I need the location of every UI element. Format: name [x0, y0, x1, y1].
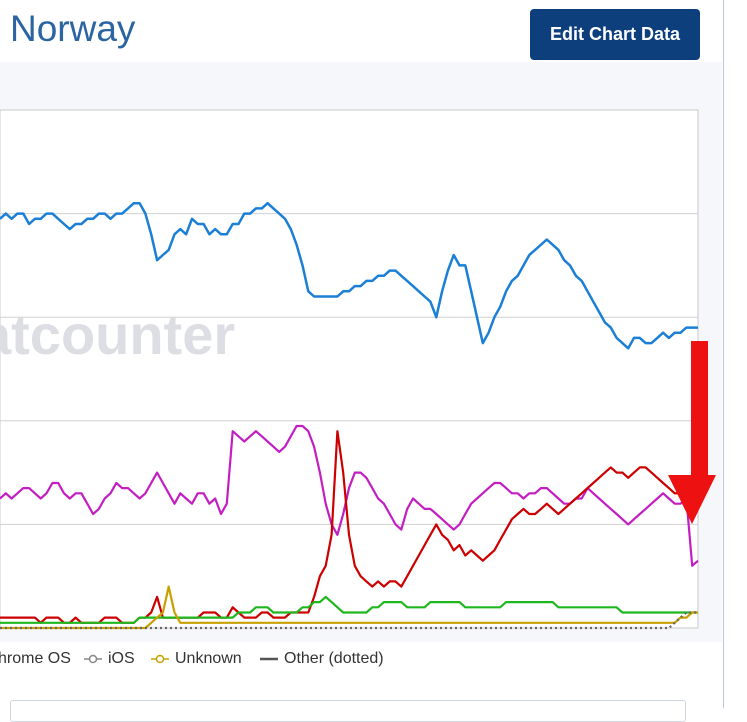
legend-item-chrome-os[interactable]: hrome OS — [0, 650, 71, 668]
circle-marker-icon — [84, 654, 102, 664]
page-title: Norway — [10, 8, 136, 49]
legend-label: hrome OS — [0, 650, 71, 667]
series-layer — [0, 201, 699, 630]
sidebar-divider — [723, 0, 724, 708]
arrow-shaft — [691, 341, 708, 481]
legend-item-unknown[interactable]: Unknown — [151, 650, 242, 668]
chart-area: atcounter — [0, 62, 722, 642]
legend-item-other[interactable]: Other (dotted) — [260, 650, 384, 668]
series-line[interactable] — [0, 595, 698, 624]
chart-legend: hrome OS iOS Unknown Other (dotted) — [0, 648, 720, 672]
series-line[interactable] — [0, 430, 699, 624]
series-line[interactable] — [0, 424, 699, 567]
arrow-head — [668, 475, 716, 524]
circle-marker-icon — [151, 654, 169, 664]
red-arrow-annotation — [668, 341, 716, 524]
edit-chart-data-button[interactable]: Edit Chart Data — [530, 9, 700, 60]
watermark: atcounter — [0, 303, 235, 366]
series-line[interactable] — [0, 611, 698, 630]
bottom-panel — [10, 700, 686, 722]
plot-area — [0, 109, 699, 629]
legend-label: Unknown — [175, 650, 242, 667]
line-marker-icon — [260, 657, 278, 661]
legend-label: iOS — [108, 650, 135, 667]
series-line[interactable] — [0, 201, 698, 350]
legend-label: Other (dotted) — [284, 650, 384, 667]
legend-item-ios[interactable]: iOS — [84, 650, 135, 668]
line-chart: atcounter — [0, 109, 716, 630]
